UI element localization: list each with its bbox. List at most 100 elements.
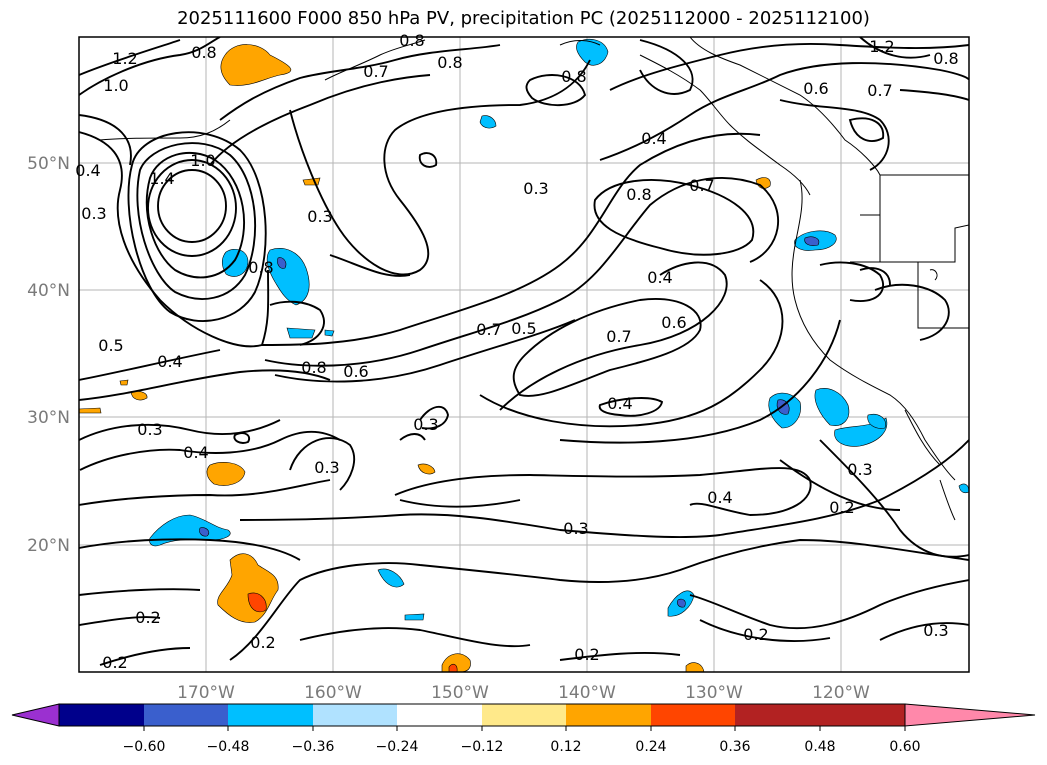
contour-label: 0.7 (689, 176, 714, 195)
contour-label: 0.7 (476, 320, 501, 339)
precip-negative (149, 514, 231, 547)
colorbar-segment (59, 704, 144, 726)
precip-negative (677, 598, 686, 608)
precip-negative (576, 39, 609, 66)
contour-label: 0.6 (661, 313, 686, 332)
map-frame (78, 36, 970, 673)
colorbar-segment (820, 704, 905, 726)
precip-positive (685, 662, 705, 672)
colorbar-max-extension (904, 703, 1036, 727)
precip-negative (377, 568, 405, 588)
contour-label: 1.0 (103, 76, 128, 95)
precip-negative (199, 527, 210, 537)
precipitation-patches (79, 39, 969, 672)
longitude-labels: 170°W 160°W 150°W 140°W 130°W 120°W (177, 683, 870, 703)
colorbar-segment (397, 704, 482, 726)
contour-label: 0.2 (135, 608, 160, 627)
precip-negative (958, 483, 969, 494)
colorbar-tick-label: 0.36 (719, 739, 750, 755)
colorbar-tick-label: 0.60 (889, 739, 920, 755)
contour-label: 0.4 (157, 352, 182, 371)
colorbar-tick-label: −0.12 (461, 739, 504, 755)
colorbar-tick-label: −0.36 (292, 739, 335, 755)
contour-label: 1.4 (149, 169, 174, 188)
lon-label-170w: 170°W (177, 683, 235, 703)
colorbar-tick-label: −0.24 (376, 739, 419, 755)
contour-label: 0.2 (250, 633, 275, 652)
precip-positive (220, 44, 292, 86)
contour-label: 0.8 (191, 43, 216, 62)
colorbar-tick-label: −0.60 (123, 739, 166, 755)
contour-labels: 1.2 0.8 1.0 0.7 0.8 0.8 0.8 1.2 0.8 0.6 … (75, 31, 958, 672)
precip-negative (404, 613, 425, 621)
contour-label: 0.3 (81, 204, 106, 223)
contour-label: 0.3 (523, 179, 548, 198)
colorbar-segment (566, 704, 651, 726)
contour-label: 0.8 (561, 67, 586, 86)
colorbar-tick-label: 0.48 (804, 739, 835, 755)
colorbar-tick-label: −0.48 (207, 739, 250, 755)
lat-label-30n: 30°N (27, 408, 70, 428)
graticule (79, 37, 969, 672)
contour-label: 0.8 (399, 31, 424, 50)
contour-label: 0.4 (183, 443, 208, 462)
precip-negative (804, 236, 820, 246)
colorbar-segment (651, 704, 735, 726)
precip-negative (479, 115, 497, 129)
contour-label: 1.2 (112, 49, 137, 68)
map-title: 2025111600 F000 850 hPa PV, precipitatio… (177, 8, 870, 29)
precip-negative (277, 257, 287, 269)
contour-label: 0.4 (647, 268, 672, 287)
precip-negative (286, 327, 316, 339)
contour-label: 0.3 (847, 460, 872, 479)
lon-label-140w: 140°W (558, 683, 616, 703)
lon-label-150w: 150°W (431, 683, 489, 703)
lat-label-20n: 20°N (27, 536, 70, 556)
contour-label: 1.2 (869, 37, 894, 56)
contour-label: 0.8 (933, 49, 958, 68)
precip-positive (417, 463, 436, 475)
contour-label: 0.3 (563, 519, 588, 538)
contour-label: 0.4 (75, 161, 100, 180)
lat-label-50n: 50°N (27, 154, 70, 174)
contour-label: 0.6 (803, 79, 828, 98)
contour-label: 0.3 (413, 415, 438, 434)
contour-label: 0.5 (511, 319, 536, 338)
colorbar-segment (144, 704, 228, 726)
colorbar-min-extension (11, 703, 60, 727)
precip-positive (247, 592, 267, 613)
contour-label: 0.5 (98, 336, 123, 355)
precip-positive (206, 462, 246, 486)
contour-label: 0.2 (829, 498, 854, 517)
map-area (79, 37, 969, 672)
lon-label-130w: 130°W (685, 683, 743, 703)
lat-label-40n: 40°N (27, 281, 70, 301)
coastlines (99, 37, 969, 521)
precip-negative (814, 388, 850, 426)
contour-label: 0.3 (314, 458, 339, 477)
precip-positive (119, 379, 129, 386)
pv-contours (79, 37, 969, 666)
contour-label: 1.0 (190, 151, 215, 170)
colorbar-segment (313, 704, 397, 726)
precip-positive (79, 407, 102, 414)
lon-label-120w: 120°W (812, 683, 870, 703)
contour-label: 0.7 (363, 62, 388, 81)
colorbar-tick-label: 0.24 (635, 739, 666, 755)
colorbar-ticks (143, 726, 906, 731)
contour-label: 0.3 (307, 207, 332, 226)
contour-label: 0.6 (343, 362, 368, 381)
contour-label: 0.4 (707, 488, 732, 507)
contour-label: 0.4 (607, 394, 632, 413)
contour-label: 0.7 (867, 81, 892, 100)
colorbar-segment (482, 704, 566, 726)
colorbar-tick-label: 0.12 (550, 739, 581, 755)
contour-label: 0.8 (301, 358, 326, 377)
contour-label: 0.3 (923, 621, 948, 640)
contour-label: 0.8 (248, 258, 273, 277)
colorbar: −0.60 −0.48 −0.36 −0.24 −0.12 0.12 0.24 … (11, 703, 1036, 755)
precip-negative (324, 329, 335, 337)
precip-negative (221, 249, 249, 277)
contour-label: 0.2 (102, 653, 127, 672)
